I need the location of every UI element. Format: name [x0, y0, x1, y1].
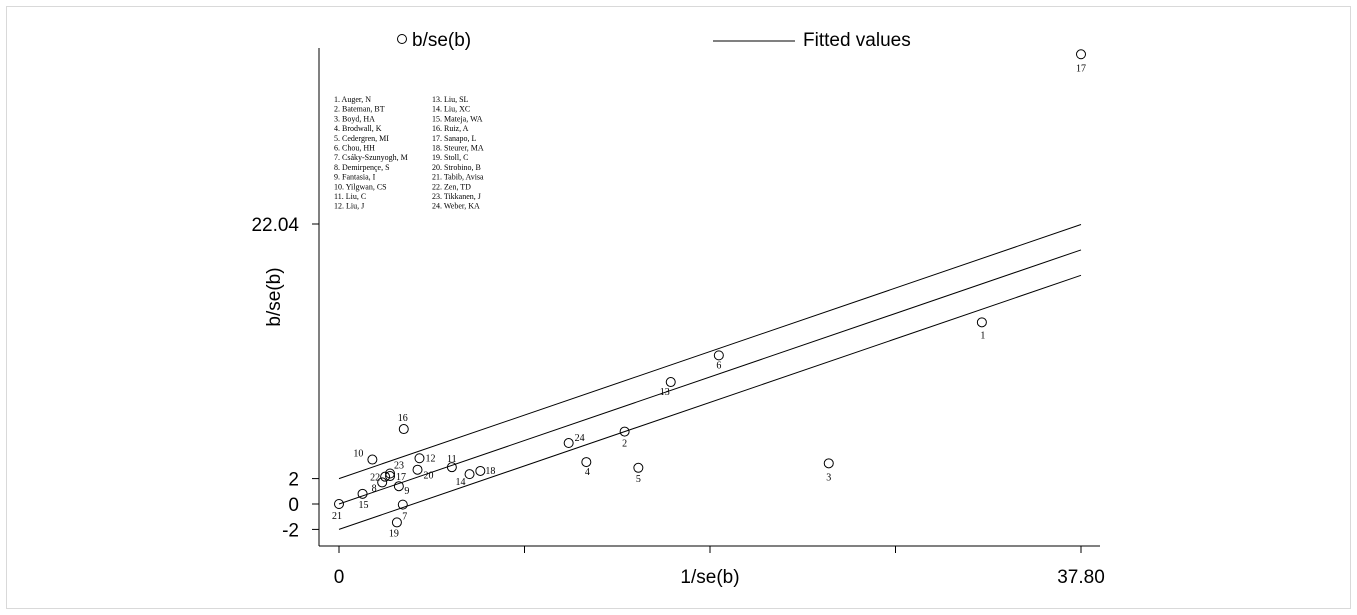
data-point [367, 454, 378, 465]
study-list-item: 15. Mateja, WA [432, 114, 483, 123]
x-tick-label: 37.80 [1057, 567, 1105, 588]
data-point [397, 499, 408, 510]
data-point [563, 438, 574, 449]
study-list-item: 13. Liu, SL [432, 95, 469, 104]
study-list-item: 9. Fantasia, I [334, 173, 376, 182]
data-point-label: 11 [447, 454, 457, 465]
study-list-item: 18. Steurer, MA [432, 144, 484, 153]
study-list-item: 23. Tikkanen, J [432, 192, 481, 201]
data-point [334, 499, 344, 509]
data-point [475, 465, 486, 476]
data-point [385, 471, 396, 482]
study-list-item: 2. Bateman, BT [334, 105, 385, 114]
data-point-label: 8 [372, 483, 377, 494]
legend-marker-circle-icon [397, 34, 407, 44]
y-ticks: -2 0 2 22.04 [251, 215, 319, 541]
data-point [633, 462, 644, 473]
data-point-label: 19 [389, 528, 399, 539]
fitted-line-3 [338, 274, 1082, 530]
data-point-label: 6 [716, 360, 721, 371]
study-list-item: 17. Sanapo, L [432, 134, 477, 143]
y-tick-label: 2 [288, 470, 299, 491]
data-point-label: 10 [353, 449, 363, 460]
data-point-label: 4 [585, 467, 590, 478]
legend-label-series: b/se(b) [412, 30, 471, 51]
study-list-item: 24. Weber, KA [432, 202, 480, 211]
study-list-column-1: 1. Auger, N2. Bateman, BT3. Boyd, HA4. B… [334, 95, 408, 211]
data-point [377, 477, 388, 488]
data-point-label: 20 [424, 471, 434, 482]
study-list-item: 1. Auger, N [334, 95, 371, 104]
data-point [464, 469, 475, 480]
data-point-label: 17 [396, 472, 406, 483]
x-axis-title: 1/se(b) [680, 567, 739, 588]
data-point-label: 2 [622, 439, 627, 450]
x-tick-label: 0 [334, 567, 345, 588]
y-tick-label: 0 [288, 495, 299, 516]
study-list-item: 11. Liu, C [334, 192, 366, 201]
data-point-label: 21 [332, 511, 342, 522]
study-list-item: 19. Stoll, C [432, 153, 468, 162]
data-point [414, 453, 425, 464]
data-point [391, 517, 402, 528]
study-list-item: 6. Chou, HH [334, 144, 375, 153]
y-tick-label: 22.04 [251, 215, 299, 236]
data-point-label: 14 [456, 477, 466, 488]
study-list-item: 12. Liu, J [334, 202, 364, 211]
data-point [398, 424, 409, 435]
data-point [976, 317, 987, 328]
data-point-label: 7 [402, 512, 407, 523]
study-list-item: 7. Csáky-Szunyogh, M [334, 153, 408, 162]
data-point-label: 18 [485, 466, 495, 477]
study-list-item: 8. Demirpençe, S [334, 163, 390, 172]
data-point [665, 377, 676, 388]
study-list-item: 3. Boyd, HA [334, 114, 375, 123]
data-point-label: 17 [1076, 63, 1086, 74]
study-list-item: 4. Brodwall, K [334, 124, 382, 133]
data-point [1076, 49, 1086, 60]
data-point [385, 468, 396, 479]
data-point [393, 481, 404, 492]
data-point [380, 471, 391, 482]
data-point-label: 13 [660, 387, 670, 398]
data-point [581, 457, 592, 468]
data-point [357, 488, 368, 499]
fitted-line-1 [338, 224, 1082, 480]
fitted-line-2 [338, 249, 1082, 505]
data-point-label: 24 [575, 433, 585, 444]
data-point-label: 1 [980, 330, 985, 341]
data-point-label: 16 [398, 413, 408, 424]
data-point-label: 15 [359, 500, 369, 511]
study-list-item: 5. Cedergren, MI [334, 134, 389, 143]
fitted-lines [338, 224, 1082, 530]
data-point-label: 3 [826, 472, 831, 483]
y-axis-title: b/se(b) [264, 267, 285, 326]
data-point-label: 12 [425, 453, 435, 464]
data-point-label: 23 [394, 461, 404, 472]
data-point-label: 9 [404, 486, 409, 497]
data-point [446, 462, 457, 473]
study-list-item: 14. Liu, XC [432, 105, 470, 114]
data-point [713, 350, 724, 361]
legend: b/se(b) Fitted values [397, 30, 911, 51]
data-point-label: 22 [370, 473, 380, 484]
study-list-item: 16. Ruiz, A [432, 124, 469, 133]
chart-frame [6, 6, 1351, 609]
y-tick-label: -2 [282, 520, 299, 541]
study-list-item: 21. Tabib, Avisa [432, 173, 484, 182]
data-point-label: 5 [636, 474, 641, 485]
study-list-item: 22. Zen, TD [432, 182, 471, 191]
study-list-item: 10. Yilgwan, CS [334, 182, 387, 191]
legend-label-fitted: Fitted values [803, 30, 911, 51]
data-point [412, 464, 423, 475]
x-ticks: 0 1/se(b) 37.80 [334, 546, 1105, 588]
study-list-item: 20. Strobino, B [432, 163, 481, 172]
data-point [619, 426, 630, 437]
data-point [823, 458, 834, 469]
